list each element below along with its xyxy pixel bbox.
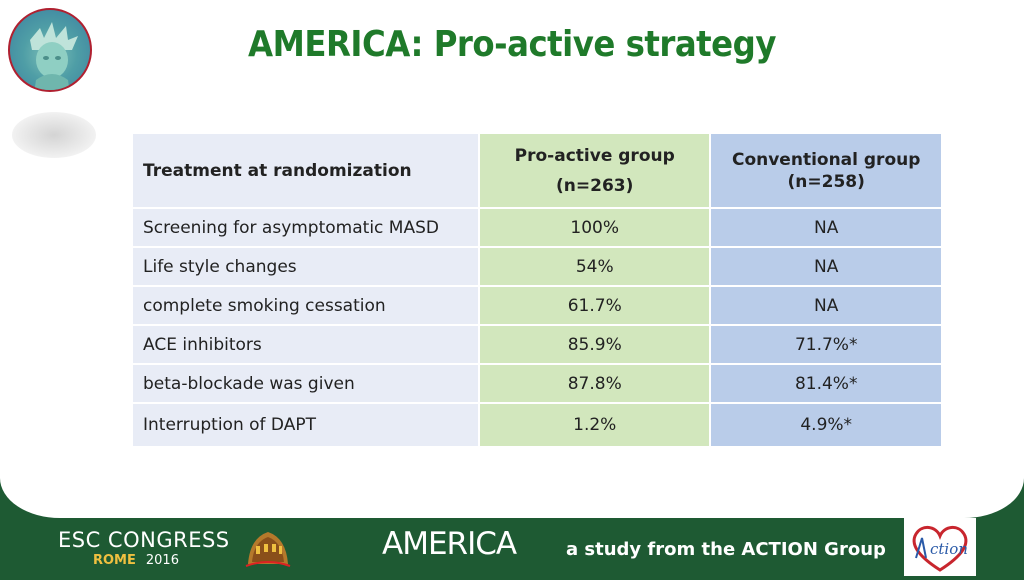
row-conventional-value: 71.7%*	[709, 324, 943, 365]
action-heart-logo-icon: ction	[904, 518, 976, 576]
table-row: Screening for asymptomatic MASD 100% NA	[130, 207, 943, 248]
footer-tagline: a study from the ACTION Group	[566, 539, 886, 560]
row-conventional-value: NA	[709, 207, 943, 248]
row-conventional-value: NA	[709, 246, 943, 287]
statue-of-liberty-icon	[8, 8, 92, 92]
results-table: Treatment at randomization Pro-active gr…	[130, 132, 943, 448]
row-label: Life style changes	[130, 246, 481, 287]
row-label: ACE inhibitors	[130, 324, 481, 365]
coliseum-icon	[244, 524, 292, 570]
slide-canvas: AMERICA: Pro-active strategy Treatment a…	[0, 0, 1024, 518]
row-conventional-value: 4.9%*	[709, 402, 943, 448]
row-label: Screening for asymptomatic MASD	[130, 207, 481, 248]
row-label: Interruption of DAPT	[130, 402, 481, 448]
header-conventional: Conventional group (n=258)	[709, 132, 943, 209]
row-proactive-value: 61.7%	[478, 285, 712, 326]
row-conventional-value: NA	[709, 285, 943, 326]
blurred-logo	[12, 112, 96, 158]
header-proactive: Pro-active group (n=263)	[478, 132, 712, 209]
row-label: beta-blockade was given	[130, 363, 481, 404]
table-row: complete smoking cessation 61.7% NA	[130, 285, 943, 326]
esc-congress-logo: ESC CONGRESS	[58, 528, 230, 552]
row-proactive-value: 87.8%	[478, 363, 712, 404]
esc-location: ROME 2016	[93, 553, 179, 568]
table-header-row: Treatment at randomization Pro-active gr…	[130, 132, 943, 209]
row-conventional-value: 81.4%*	[709, 363, 943, 404]
slide-title: AMERICA: Pro-active strategy	[248, 24, 776, 65]
row-proactive-value: 100%	[478, 207, 712, 248]
header-proactive-n: (n=263)	[556, 175, 634, 196]
esc-year: 2016	[145, 553, 179, 568]
row-proactive-value: 85.9%	[478, 324, 712, 365]
table-row: Interruption of DAPT 1.2% 4.9%*	[130, 402, 943, 448]
header-conventional-n: (n=258)	[787, 171, 865, 192]
table-row: beta-blockade was given 87.8% 81.4%*	[130, 363, 943, 404]
table-row: Life style changes 54% NA	[130, 246, 943, 287]
esc-city: ROME	[93, 553, 136, 568]
row-proactive-value: 1.2%	[478, 402, 712, 448]
header-treatment: Treatment at randomization	[130, 132, 481, 209]
row-proactive-value: 54%	[478, 246, 712, 287]
row-label: complete smoking cessation	[130, 285, 481, 326]
footer-study-name: AMERICA	[382, 526, 517, 562]
table-row: ACE inhibitors 85.9% 71.7%*	[130, 324, 943, 365]
action-logo-text: ction	[930, 540, 968, 558]
header-proactive-label: Pro-active group	[514, 145, 675, 166]
header-conventional-label: Conventional group	[731, 149, 921, 170]
